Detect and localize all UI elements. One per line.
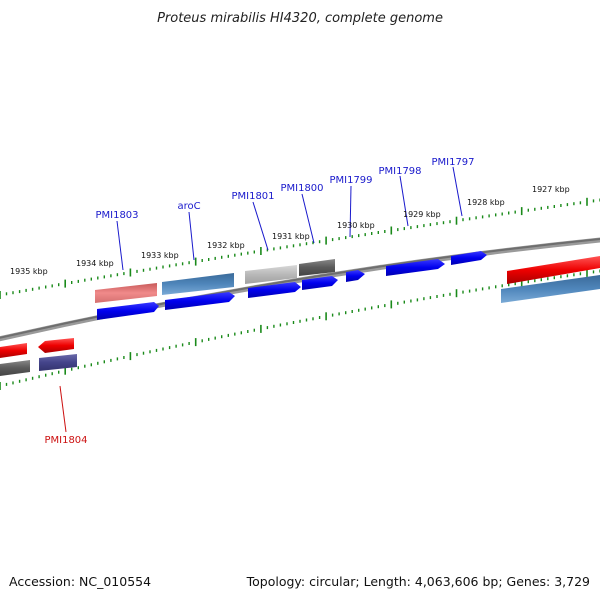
tick-label: 1935 kbp	[10, 267, 48, 276]
gene-label-pmi1799[interactable]: PMI1799	[329, 175, 372, 186]
cds-track-reverse	[0, 338, 77, 376]
gene-block-right-steel[interactable]	[501, 275, 600, 303]
page-title: Proteus mirabilis HI4320, complete genom…	[157, 11, 443, 26]
cds-arrow-pmi1804[interactable]	[38, 338, 74, 353]
genome-backbone	[0, 237, 600, 342]
cds-arrow-pmi1797[interactable]	[451, 251, 487, 265]
gene-labels: PMI1803 aroC PMI1801 PMI1800 PMI1799 PMI…	[44, 157, 474, 446]
tick-label: 1933 kbp	[141, 251, 179, 260]
gene-label-pmi1801[interactable]: PMI1801	[231, 191, 274, 202]
gene-block-pmi1800[interactable]	[299, 259, 335, 276]
gene-label-pmi1797[interactable]: PMI1797	[431, 157, 474, 168]
gene-block-pmi1801[interactable]	[245, 265, 297, 284]
tick-label: 1928 kbp	[467, 198, 505, 207]
tick-label: 1932 kbp	[207, 241, 245, 250]
accession-text: Accession: NC_010554	[9, 574, 151, 589]
gene-label-aroc[interactable]: aroC	[177, 201, 200, 212]
gene-label-pmi1804[interactable]: PMI1804	[44, 435, 87, 446]
cds-track-forward	[97, 251, 487, 320]
tick-label: 1930 kbp	[337, 221, 375, 230]
outer-tick-ruler	[0, 197, 600, 299]
gene-block-pmi1804[interactable]	[39, 354, 77, 371]
gene-block-right-red[interactable]	[507, 256, 600, 284]
cds-arrow-pmi1801[interactable]	[248, 282, 301, 298]
gene-track-upper	[95, 256, 600, 303]
gene-block-left-grey[interactable]	[0, 360, 30, 376]
gene-label-pmi1803[interactable]: PMI1803	[95, 210, 138, 221]
tick-label: 1934 kbp	[76, 259, 114, 268]
tick-label: 1929 kbp	[403, 210, 441, 219]
tick-labels: 1935 kbp 1934 kbp 1933 kbp 1932 kbp 1931…	[10, 185, 570, 276]
cds-arrow-aroc[interactable]	[165, 292, 235, 310]
gene-label-pmi1800[interactable]: PMI1800	[280, 183, 323, 194]
cds-arrow-left-red[interactable]	[0, 343, 27, 358]
genome-summary-text: Topology: circular; Length: 4,063,606 bp…	[246, 574, 590, 589]
gene-block-aroc[interactable]	[162, 273, 234, 295]
tick-label: 1927 kbp	[532, 185, 570, 194]
cds-arrow-pmi1803[interactable]	[97, 302, 159, 320]
gene-label-pmi1798[interactable]: PMI1798	[378, 166, 421, 177]
inner-tick-ruler	[0, 268, 600, 390]
cds-arrow-pmi1798[interactable]	[386, 259, 445, 276]
gene-block-pmi1803[interactable]	[95, 283, 157, 303]
cds-arrow-pmi1799[interactable]	[346, 270, 365, 282]
cds-arrow-pmi1800[interactable]	[302, 276, 338, 290]
tick-label: 1931 kbp	[272, 232, 310, 241]
